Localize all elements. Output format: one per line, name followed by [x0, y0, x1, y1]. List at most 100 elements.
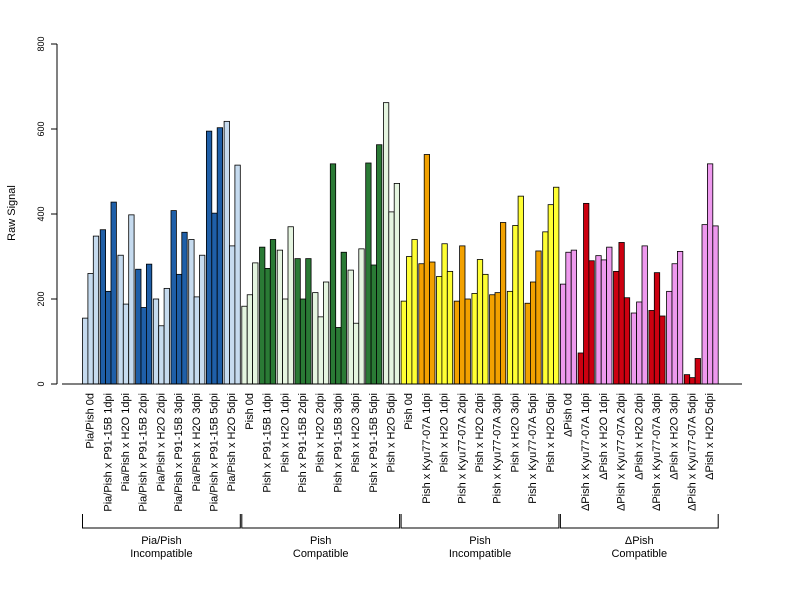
bar	[140, 307, 147, 385]
bar	[701, 224, 708, 385]
group-bracket-line	[400, 514, 560, 529]
x-tick-label: Pish x Kyu77-07A 3dpi	[492, 393, 504, 504]
bar	[464, 298, 471, 385]
bar	[110, 201, 117, 385]
x-tick-label: ΔPish x H2O 3dpi	[669, 393, 681, 480]
bar	[512, 225, 519, 385]
y-axis-title: Raw Signal	[6, 185, 18, 241]
x-tick-label: ΔPish x H2O 5dpi	[704, 393, 716, 480]
bar	[613, 270, 620, 385]
bar	[471, 293, 478, 385]
bar	[199, 254, 206, 385]
bar	[382, 102, 390, 385]
bar	[87, 273, 94, 385]
x-tick-label: Pia/Pish x H2O 5dpi	[226, 393, 238, 491]
bar	[406, 256, 413, 385]
bar	[312, 292, 319, 385]
bar	[335, 327, 342, 385]
bar-group	[223, 120, 241, 385]
bar	[170, 210, 177, 385]
bar-group	[701, 163, 719, 385]
bar-group	[471, 259, 489, 385]
bar	[436, 276, 443, 385]
bar	[653, 272, 661, 385]
bar-group	[347, 248, 365, 385]
y-axis: 0 200 400 600 800	[36, 36, 58, 387]
bar	[641, 245, 648, 385]
group-brackets: Pia/PishIncompatiblePishCompatiblePishIn…	[82, 514, 719, 560]
group-bracket-line	[559, 514, 719, 529]
bar-group	[117, 214, 135, 385]
group-label-line2: Compatible	[611, 548, 667, 560]
bar	[542, 231, 549, 385]
x-tick-label: Pia/Pish x P91-15B 1dpi	[102, 393, 114, 512]
x-tick-label: ΔPish 0d	[563, 393, 575, 437]
bar	[707, 163, 714, 385]
bar	[287, 226, 294, 385]
x-tick-label: Pia/Pish 0d	[85, 393, 97, 449]
bar-group	[382, 102, 401, 385]
y-tick-label: 200	[36, 291, 46, 306]
bar	[205, 130, 213, 385]
bar	[588, 260, 595, 385]
bar	[163, 287, 170, 385]
bar-group	[436, 243, 454, 385]
bar	[506, 290, 514, 385]
bar	[600, 259, 608, 385]
group-label-line1: Pia/Pish	[141, 535, 181, 547]
bar	[459, 245, 466, 385]
x-tick-label: Pish x P91-15B 3dpi	[332, 393, 344, 493]
x-tick-label: Pia/Pish x H2O 3dpi	[191, 393, 203, 491]
bar	[453, 300, 461, 385]
bar	[659, 315, 666, 385]
bar	[358, 248, 365, 385]
bar	[671, 263, 678, 385]
bar	[181, 231, 188, 385]
bar-group	[99, 201, 117, 385]
bar	[145, 263, 153, 385]
bar	[494, 292, 501, 385]
x-tick-label: ΔPish x Kyu77-07A 1dpi	[580, 393, 592, 511]
bar	[577, 352, 584, 385]
bar	[570, 249, 578, 385]
bar	[188, 239, 195, 385]
x-tick-label: ΔPish x Kyu77-07A 5dpi	[686, 393, 698, 511]
bar	[329, 163, 337, 385]
bar	[636, 301, 643, 385]
bar	[560, 283, 567, 385]
bar	[294, 258, 301, 385]
bar	[524, 302, 531, 385]
x-tick-label: Pia/Pish x P91-15B 2dpi	[138, 393, 150, 512]
bar	[411, 239, 418, 385]
group-label-line1: Pish	[469, 535, 490, 547]
bar	[305, 258, 312, 385]
bar-group	[294, 258, 312, 385]
x-tick-label: Pish x H2O 2dpi	[474, 393, 486, 472]
bar	[712, 225, 719, 385]
bar	[623, 297, 631, 385]
bar-group	[560, 249, 578, 385]
bar	[352, 322, 360, 385]
bar	[229, 245, 236, 385]
bar	[535, 250, 542, 385]
bar-group	[613, 242, 631, 385]
bar	[418, 263, 425, 385]
bar	[618, 242, 625, 385]
bar	[128, 214, 135, 385]
bar	[370, 264, 377, 385]
bar	[269, 239, 277, 385]
bar	[92, 235, 100, 385]
x-tick-label: Pish x H2O 5dpi	[545, 393, 557, 472]
bar	[530, 281, 537, 385]
x-axis-labels: Pia/Pish 0d Pia/Pish x P91-15B 1dpi Pia/Pi…	[85, 393, 716, 512]
x-tick-label: Pish x P91-15B 1dpi	[262, 393, 274, 493]
bar-group	[453, 245, 471, 385]
bar-group	[170, 210, 188, 385]
bar	[666, 290, 673, 385]
bar	[99, 229, 106, 385]
bar	[376, 144, 383, 385]
bar	[482, 273, 489, 385]
group-bracket-line	[82, 514, 241, 529]
